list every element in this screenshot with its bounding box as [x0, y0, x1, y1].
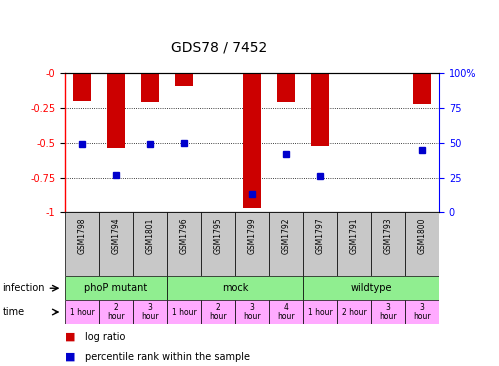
- Text: GSM1792: GSM1792: [281, 217, 290, 254]
- Bar: [269, 300, 303, 324]
- Bar: [371, 212, 405, 276]
- Text: mock: mock: [222, 283, 248, 293]
- Text: wildtype: wildtype: [350, 283, 392, 293]
- Text: 2 hour: 2 hour: [342, 307, 366, 317]
- Text: 1 hour: 1 hour: [308, 307, 332, 317]
- Bar: [65, 300, 99, 324]
- Bar: [303, 276, 439, 300]
- Bar: [167, 300, 201, 324]
- Text: GSM1800: GSM1800: [418, 217, 427, 254]
- Text: GSM1791: GSM1791: [350, 217, 359, 254]
- Bar: [243, 73, 261, 208]
- Text: infection: infection: [2, 283, 45, 293]
- Bar: [167, 276, 303, 300]
- Text: GSM1796: GSM1796: [180, 217, 189, 254]
- Text: GSM1798: GSM1798: [77, 217, 86, 254]
- Bar: [175, 73, 193, 86]
- Text: 2
hour: 2 hour: [209, 303, 227, 321]
- Text: GSM1799: GSM1799: [248, 217, 256, 254]
- Text: GSM1793: GSM1793: [384, 217, 393, 254]
- Bar: [99, 300, 133, 324]
- Bar: [371, 300, 405, 324]
- Text: 4
hour: 4 hour: [277, 303, 295, 321]
- Bar: [337, 212, 371, 276]
- Bar: [311, 73, 329, 146]
- Text: log ratio: log ratio: [85, 332, 125, 342]
- Bar: [303, 212, 337, 276]
- Bar: [405, 300, 439, 324]
- Bar: [99, 212, 133, 276]
- Text: 3
hour: 3 hour: [413, 303, 431, 321]
- Text: phoP mutant: phoP mutant: [84, 283, 148, 293]
- Bar: [167, 212, 201, 276]
- Text: ■: ■: [65, 352, 75, 362]
- Bar: [337, 300, 371, 324]
- Bar: [141, 73, 159, 102]
- Bar: [235, 212, 269, 276]
- Bar: [65, 276, 167, 300]
- Bar: [72, 73, 91, 101]
- Text: ■: ■: [65, 332, 75, 342]
- Bar: [276, 73, 295, 102]
- Text: percentile rank within the sample: percentile rank within the sample: [85, 352, 250, 362]
- Text: GSM1795: GSM1795: [214, 217, 223, 254]
- Text: 3
hour: 3 hour: [243, 303, 261, 321]
- Text: GDS78 / 7452: GDS78 / 7452: [172, 41, 267, 55]
- Text: time: time: [2, 307, 24, 317]
- Bar: [235, 300, 269, 324]
- Bar: [269, 212, 303, 276]
- Bar: [65, 212, 99, 276]
- Text: GSM1794: GSM1794: [111, 217, 120, 254]
- Text: 3
hour: 3 hour: [379, 303, 397, 321]
- Text: GSM1797: GSM1797: [315, 217, 324, 254]
- Text: 1 hour: 1 hour: [172, 307, 196, 317]
- Bar: [133, 212, 167, 276]
- Bar: [413, 73, 432, 104]
- Text: GSM1801: GSM1801: [145, 217, 154, 254]
- Bar: [405, 212, 439, 276]
- Text: 2
hour: 2 hour: [107, 303, 125, 321]
- Bar: [303, 300, 337, 324]
- Bar: [107, 73, 125, 148]
- Bar: [201, 300, 235, 324]
- Text: 3
hour: 3 hour: [141, 303, 159, 321]
- Text: 1 hour: 1 hour: [69, 307, 94, 317]
- Bar: [133, 300, 167, 324]
- Bar: [201, 212, 235, 276]
